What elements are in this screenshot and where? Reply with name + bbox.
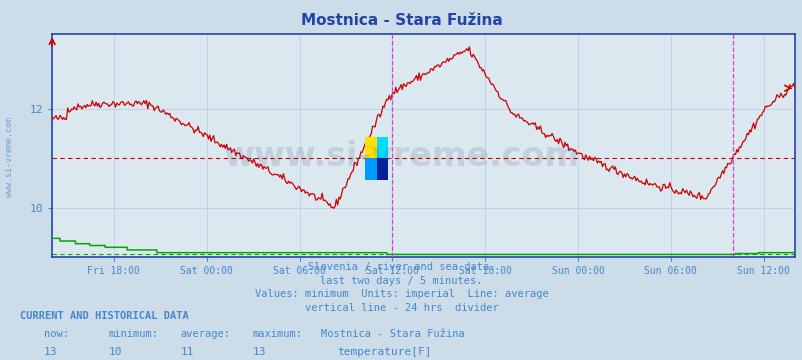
Text: last two days / 5 minutes.: last two days / 5 minutes. [320,276,482,286]
Text: now:: now: [44,329,69,339]
Text: www.si-vreme.com: www.si-vreme.com [5,117,14,197]
Text: 11: 11 [180,347,194,357]
Bar [376,137,387,158]
Text: 13: 13 [44,347,58,357]
Bar [376,158,387,180]
Bar [365,137,376,158]
Text: minimum:: minimum: [108,329,158,339]
Text: Mostnica - Stara Fužina: Mostnica - Stara Fužina [321,329,464,339]
Text: maximum:: maximum: [253,329,302,339]
Text: Values: minimum  Units: imperial  Line: average: Values: minimum Units: imperial Line: av… [254,289,548,300]
Text: www.si-vreme.com: www.si-vreme.com [223,140,579,173]
Text: temperature[F]: temperature[F] [337,347,431,357]
Text: Slovenia / river and sea data.: Slovenia / river and sea data. [307,262,495,272]
Bar [365,158,376,180]
Text: Mostnica - Stara Fužina: Mostnica - Stara Fužina [300,13,502,28]
Text: 13: 13 [253,347,266,357]
Text: average:: average: [180,329,230,339]
Text: CURRENT AND HISTORICAL DATA: CURRENT AND HISTORICAL DATA [20,311,188,321]
Text: 10: 10 [108,347,122,357]
Text: vertical line - 24 hrs  divider: vertical line - 24 hrs divider [304,303,498,313]
